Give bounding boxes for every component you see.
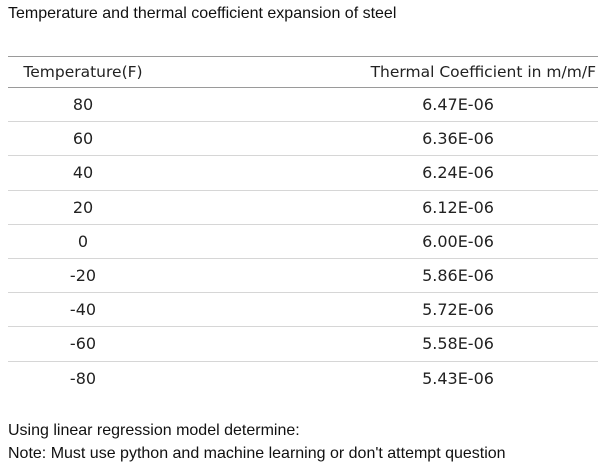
cell-coefficient: 5.86E-06 <box>422 266 494 286</box>
table-row: -60 5.58E-06 <box>8 327 598 362</box>
table-row: -20 5.86E-06 <box>8 259 598 294</box>
table-row: 80 6.47E-06 <box>8 88 598 123</box>
table-header: Temperature(F) Thermal Coefficient in m/… <box>8 56 598 88</box>
cell-coefficient: 6.47E-06 <box>422 95 494 115</box>
cell-coefficient: 5.43E-06 <box>422 368 494 388</box>
table-row: 0 6.00E-06 <box>8 225 598 259</box>
table-row: -40 5.72E-06 <box>8 293 598 328</box>
cell-coefficient: 6.36E-06 <box>422 129 494 149</box>
cell-temperature: 20 <box>72 197 94 217</box>
cell-coefficient: 5.72E-06 <box>422 300 494 320</box>
cell-coefficient: 6.24E-06 <box>422 163 494 183</box>
cell-temperature: -60 <box>69 334 97 354</box>
cell-coefficient: 5.58E-06 <box>422 334 494 354</box>
cell-temperature: 40 <box>72 163 94 183</box>
note-line: Note: Must use python and machine learni… <box>8 445 506 462</box>
instruction-line: Using linear regression model determine: <box>8 422 300 439</box>
document-title: Temperature and thermal coefficient expa… <box>8 5 397 22</box>
cell-temperature: 0 <box>77 231 89 251</box>
table-row: 40 6.24E-06 <box>8 156 598 191</box>
cell-coefficient: 6.12E-06 <box>422 197 494 217</box>
data-table: Temperature(F) Thermal Coefficient in m/… <box>8 56 598 395</box>
cell-temperature: -80 <box>69 368 97 388</box>
cell-temperature: -40 <box>69 300 97 320</box>
table-row: 20 6.12E-06 <box>8 191 598 225</box>
header-thermal-coefficient: Thermal Coefficient in m/m/F <box>370 63 596 81</box>
cell-temperature: -20 <box>69 266 97 286</box>
cell-temperature: 80 <box>72 95 94 115</box>
table-row: -80 5.43E-06 <box>8 362 598 395</box>
header-temperature: Temperature(F) <box>23 63 143 81</box>
cell-coefficient: 6.00E-06 <box>422 231 494 251</box>
table-row: 60 6.36E-06 <box>8 122 598 157</box>
cell-temperature: 60 <box>72 129 94 149</box>
